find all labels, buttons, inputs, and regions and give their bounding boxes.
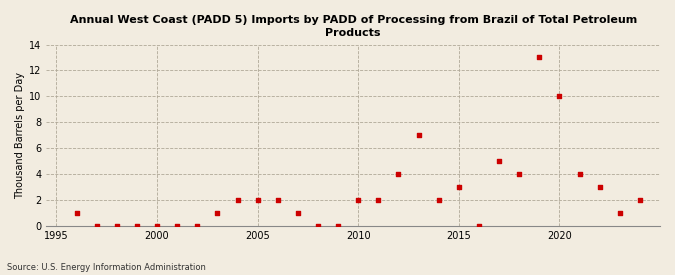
Point bbox=[192, 224, 202, 228]
Point bbox=[493, 159, 504, 163]
Point bbox=[554, 94, 565, 98]
Point bbox=[212, 211, 223, 215]
Point bbox=[614, 211, 625, 215]
Point bbox=[474, 224, 485, 228]
Point bbox=[111, 224, 122, 228]
Point bbox=[454, 185, 464, 189]
Point bbox=[232, 198, 243, 202]
Point bbox=[333, 224, 344, 228]
Title: Annual West Coast (PADD 5) Imports by PADD of Processing from Brazil of Total Pe: Annual West Coast (PADD 5) Imports by PA… bbox=[70, 15, 637, 38]
Y-axis label: Thousand Barrels per Day: Thousand Barrels per Day bbox=[15, 72, 25, 199]
Point bbox=[634, 198, 645, 202]
Point bbox=[534, 55, 545, 60]
Point bbox=[433, 198, 444, 202]
Point bbox=[353, 198, 364, 202]
Text: Source: U.S. Energy Information Administration: Source: U.S. Energy Information Administ… bbox=[7, 263, 206, 272]
Point bbox=[132, 224, 142, 228]
Point bbox=[574, 172, 585, 176]
Point bbox=[594, 185, 605, 189]
Point bbox=[373, 198, 384, 202]
Point bbox=[252, 198, 263, 202]
Point bbox=[292, 211, 303, 215]
Point bbox=[413, 133, 424, 138]
Point bbox=[171, 224, 182, 228]
Point bbox=[272, 198, 283, 202]
Point bbox=[393, 172, 404, 176]
Point bbox=[91, 224, 102, 228]
Point bbox=[152, 224, 163, 228]
Point bbox=[71, 211, 82, 215]
Point bbox=[313, 224, 323, 228]
Point bbox=[514, 172, 524, 176]
